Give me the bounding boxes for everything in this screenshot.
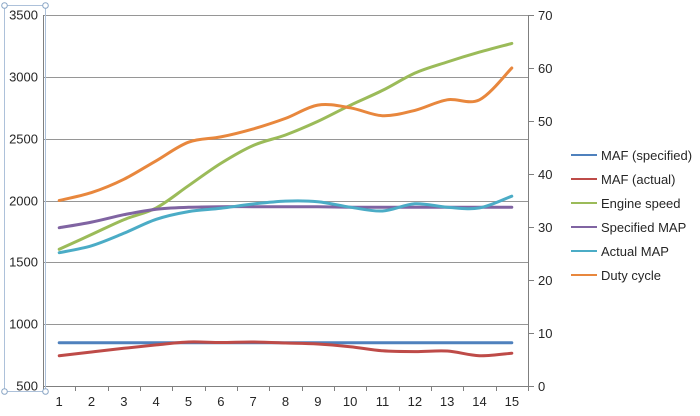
x-axis-tick-label[interactable]: 13: [440, 394, 454, 409]
series-line-duty-cycle[interactable]: [57, 66, 514, 202]
selection-handle-se[interactable]: [42, 388, 49, 395]
right-axis-tick-label[interactable]: 50: [538, 114, 552, 129]
selection-handle-nw[interactable]: [1, 2, 8, 9]
x-axis-tick-label[interactable]: 1: [56, 394, 63, 409]
x-axis-tick-label[interactable]: 2: [88, 394, 95, 409]
series-line-engine-speed[interactable]: [57, 41, 514, 251]
x-axis-tick-label[interactable]: 3: [120, 394, 127, 409]
x-axis-tick-label[interactable]: 14: [472, 394, 486, 409]
x-axis-tick-label[interactable]: 15: [505, 394, 519, 409]
x-axis-tick-label[interactable]: 12: [408, 394, 422, 409]
right-axis-tick-label[interactable]: 20: [538, 273, 552, 288]
series-line-maf-actual[interactable]: [57, 340, 514, 358]
legend-item-specified-map[interactable]: Specified MAP: [571, 215, 692, 239]
legend-label-engine-speed: Engine speed: [601, 195, 681, 211]
legend-swatch-maf-specified: [571, 153, 597, 157]
right-axis-tick-label[interactable]: 30: [538, 220, 552, 235]
right-axis-tick-label[interactable]: 60: [538, 61, 552, 76]
legend-item-actual-map[interactable]: Actual MAP: [571, 239, 692, 263]
series-line-actual-map[interactable]: [57, 194, 514, 255]
x-axis-tick-label[interactable]: 10: [343, 394, 357, 409]
x-axis-tick-label[interactable]: 11: [376, 394, 390, 409]
left-axis-tick-label[interactable]: 2000: [9, 194, 38, 209]
legend-item-maf-actual[interactable]: MAF (actual): [571, 167, 692, 191]
x-axis-tick-label[interactable]: 5: [185, 394, 192, 409]
x-axis-tick-label[interactable]: 9: [314, 394, 321, 409]
legend-swatch-duty-cycle: [571, 273, 597, 277]
left-axis-tick-label[interactable]: 3500: [9, 8, 38, 23]
legend-item-engine-speed[interactable]: Engine speed: [571, 191, 692, 215]
right-axis-tick-label[interactable]: 10: [538, 326, 552, 341]
selection-handle-ne[interactable]: [42, 2, 49, 9]
x-axis-tick-label[interactable]: 6: [217, 394, 224, 409]
right-axis-tick-label[interactable]: 0: [538, 379, 545, 394]
legend-label-actual-map: Actual MAP: [601, 243, 669, 259]
x-axis-tick-label[interactable]: 4: [153, 394, 160, 409]
axis-selection-outline: [4, 5, 46, 392]
left-axis-tick-label[interactable]: 500: [16, 379, 38, 394]
left-axis-tick-label[interactable]: 2500: [9, 132, 38, 147]
legend-label-maf-specified: MAF (specified): [601, 147, 693, 163]
legend-item-maf-specified[interactable]: MAF (specified): [571, 143, 692, 167]
legend-item-duty-cycle[interactable]: Duty cycle: [571, 263, 692, 287]
x-axis-tick-label[interactable]: 8: [282, 394, 289, 409]
left-axis-tick-label[interactable]: 1000: [9, 317, 38, 332]
legend: MAF (specified) MAF (actual) Engine speed S…: [571, 143, 692, 287]
legend-swatch-specified-map: [571, 225, 597, 229]
legend-label-maf-actual: MAF (actual): [601, 171, 676, 187]
right-axis-tick-label[interactable]: 70: [538, 8, 552, 23]
legend-swatch-maf-actual: [571, 177, 597, 181]
legend-label-specified-map: Specified MAP: [601, 219, 687, 235]
legend-label-duty-cycle: Duty cycle: [601, 267, 661, 283]
left-axis-tick-label[interactable]: 1500: [9, 255, 38, 270]
left-axis-tick-label[interactable]: 3000: [9, 70, 38, 85]
selection-handle-sw[interactable]: [1, 388, 8, 395]
x-axis-tick-label[interactable]: 7: [250, 394, 257, 409]
legend-swatch-engine-speed: [571, 201, 597, 205]
legend-swatch-actual-map: [571, 249, 597, 253]
right-axis-tick-label[interactable]: 40: [538, 167, 552, 182]
